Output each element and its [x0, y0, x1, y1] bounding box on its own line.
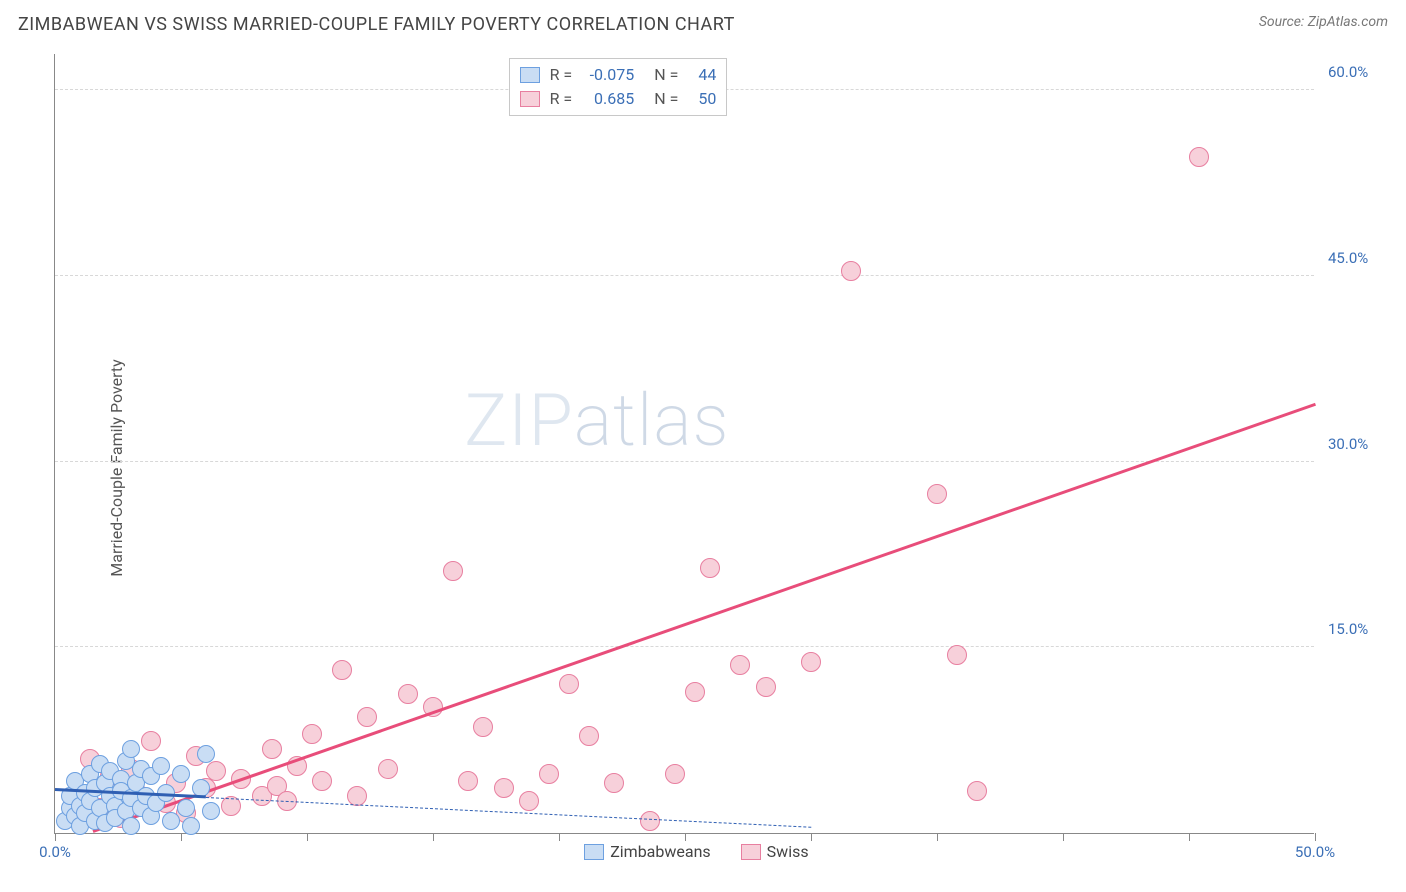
- data-point-swiss: [604, 773, 624, 793]
- legend-r-value: 0.685: [582, 87, 634, 111]
- legend-r-label: R =: [550, 87, 573, 111]
- data-point-swiss: [539, 764, 559, 784]
- gridline: [55, 461, 1314, 462]
- x-tick: [307, 833, 308, 841]
- y-tick-label: 60.0%: [1328, 63, 1368, 81]
- data-point-swiss: [947, 645, 967, 665]
- data-point-swiss: [312, 771, 332, 791]
- data-point-zimbabweans: [197, 745, 215, 763]
- y-tick-label: 45.0%: [1328, 249, 1368, 267]
- data-point-zimbabweans: [177, 799, 195, 817]
- data-point-swiss: [519, 791, 539, 811]
- data-point-swiss: [756, 677, 776, 697]
- series-legend-item: Zimbabweans: [584, 842, 710, 861]
- stats-legend: R = -0.075 N = 44 R = 0.685 N = 50: [509, 58, 728, 116]
- x-tick: [937, 833, 938, 841]
- data-point-zimbabweans: [182, 817, 200, 835]
- data-point-swiss: [494, 778, 514, 798]
- data-point-zimbabweans: [162, 812, 180, 830]
- y-tick-label: 30.0%: [1328, 435, 1368, 453]
- data-point-swiss: [927, 484, 947, 504]
- x-tick: [559, 833, 560, 841]
- trend-line: [92, 403, 1315, 833]
- data-point-swiss: [332, 660, 352, 680]
- data-point-swiss: [640, 811, 660, 831]
- legend-n-value: 50: [688, 87, 716, 111]
- stats-legend-row: R = -0.075 N = 44: [520, 63, 717, 87]
- data-point-swiss: [378, 759, 398, 779]
- data-point-swiss: [579, 726, 599, 746]
- data-point-zimbabweans: [172, 765, 190, 783]
- x-tick: [685, 833, 686, 841]
- data-point-zimbabweans: [122, 817, 140, 835]
- data-point-swiss: [967, 781, 987, 801]
- x-tick: [811, 833, 812, 841]
- legend-n-value: 44: [688, 63, 716, 87]
- stats-legend-row: R = 0.685 N = 50: [520, 87, 717, 111]
- data-point-swiss: [141, 731, 161, 751]
- data-point-swiss: [559, 674, 579, 694]
- data-point-swiss: [443, 561, 463, 581]
- series-legend-item: Swiss: [741, 842, 809, 861]
- data-point-swiss: [458, 771, 478, 791]
- x-tick: [1315, 833, 1316, 841]
- data-point-swiss: [357, 707, 377, 727]
- data-point-zimbabweans: [122, 740, 140, 758]
- legend-swatch: [741, 844, 761, 860]
- legend-n-label: N =: [654, 63, 678, 87]
- legend-swatch: [520, 91, 540, 107]
- series-legend: Zimbabweans Swiss: [584, 842, 808, 861]
- data-point-swiss: [685, 682, 705, 702]
- legend-swatch: [520, 67, 540, 83]
- watermark: ZIPatlas: [464, 378, 729, 463]
- data-point-swiss: [398, 684, 418, 704]
- data-point-swiss: [665, 764, 685, 784]
- chart-header: ZIMBABWEAN VS SWISS MARRIED-COUPLE FAMIL…: [0, 0, 1406, 41]
- data-point-swiss: [730, 655, 750, 675]
- x-tick: [1189, 833, 1190, 841]
- data-point-swiss: [700, 558, 720, 578]
- data-point-swiss: [302, 724, 322, 744]
- x-tick: [433, 833, 434, 841]
- x-tick: [55, 833, 56, 841]
- data-point-swiss: [841, 261, 861, 281]
- data-point-swiss: [206, 761, 226, 781]
- y-tick-label: 15.0%: [1328, 620, 1368, 638]
- legend-swatch: [584, 844, 604, 860]
- x-tick-label: 50.0%: [1295, 843, 1335, 861]
- data-point-swiss: [801, 652, 821, 672]
- x-tick-label: 0.0%: [39, 843, 71, 861]
- gridline: [55, 646, 1314, 647]
- x-tick: [181, 833, 182, 841]
- data-point-zimbabweans: [152, 757, 170, 775]
- chart-title: ZIMBABWEAN VS SWISS MARRIED-COUPLE FAMIL…: [18, 14, 735, 35]
- data-point-swiss: [347, 786, 367, 806]
- legend-r-label: R =: [550, 63, 573, 87]
- data-point-zimbabweans: [202, 802, 220, 820]
- gridline: [55, 275, 1314, 276]
- legend-r-value: -0.075: [582, 63, 634, 87]
- data-point-swiss: [262, 739, 282, 759]
- chart-source: Source: ZipAtlas.com: [1259, 14, 1388, 30]
- chart-container: Married-Couple Family Poverty ZIPatlas15…: [0, 44, 1406, 892]
- plot-area: ZIPatlas15.0%30.0%45.0%60.0%0.0%50.0%R =…: [54, 54, 1314, 834]
- data-point-swiss: [1189, 147, 1209, 167]
- x-tick: [1063, 833, 1064, 841]
- legend-n-label: N =: [654, 87, 678, 111]
- trend-line: [206, 797, 811, 828]
- data-point-swiss: [473, 717, 493, 737]
